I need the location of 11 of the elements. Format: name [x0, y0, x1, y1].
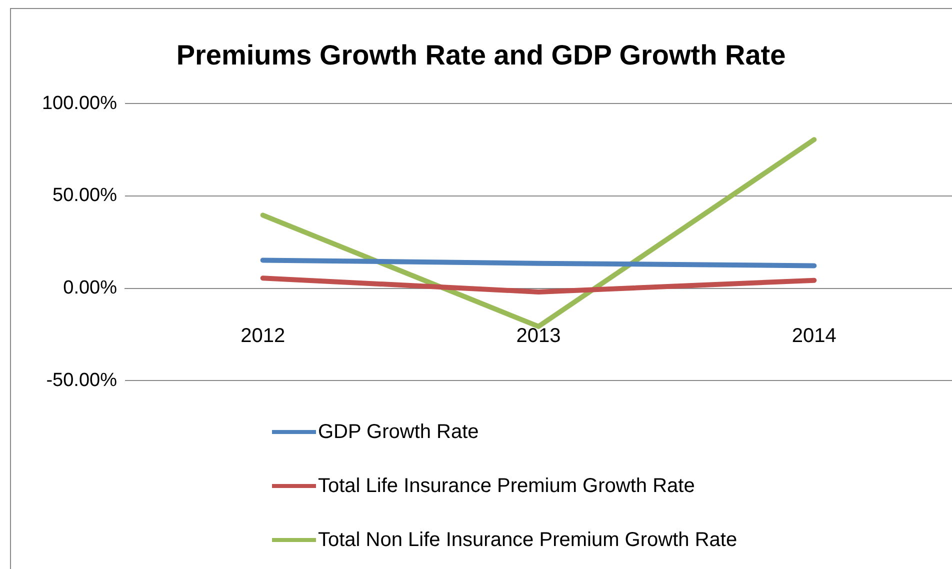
- y-tick-label: 50.00%: [52, 185, 118, 206]
- chart-title: Premiums Growth Rate and GDP Growth Rate: [176, 40, 786, 71]
- y-tick-label: 100.00%: [42, 92, 118, 114]
- y-tick-label: 0.00%: [63, 278, 118, 298]
- x-tick-label: 2012: [240, 324, 286, 347]
- x-tick-label: 2013: [516, 324, 561, 347]
- x-tick-label: 2014: [792, 324, 836, 347]
- legend-label: Total Non Life Insurance Premium Growth Rate: [318, 528, 738, 552]
- legend-label: GDP Growth Rate: [318, 420, 479, 444]
- legend-label: Total Life Insurance Premium Growth Rate: [318, 474, 695, 498]
- y-tick-label: -50.00%: [46, 370, 118, 391]
